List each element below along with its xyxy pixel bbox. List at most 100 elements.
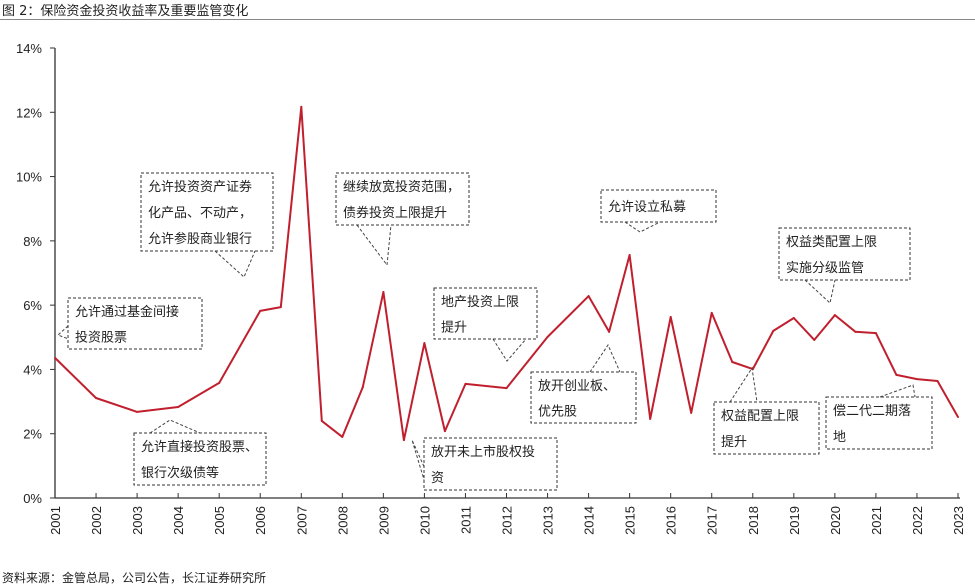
data-point bbox=[218, 381, 221, 384]
data-point bbox=[669, 316, 672, 319]
data-point bbox=[464, 382, 467, 385]
annotation-callout: 继续放宽投资范围， 债券投资上限提升 bbox=[335, 172, 470, 267]
x-tick-label: 2005 bbox=[212, 506, 227, 535]
figure-title: 图 2：保险资金投资收益率及重要监管变化 bbox=[2, 4, 249, 19]
data-point bbox=[54, 356, 56, 359]
x-tick-label: 2017 bbox=[705, 506, 720, 535]
annotation-callout: 放开创业板、优先股 bbox=[530, 343, 637, 424]
y-tick-label: 2% bbox=[23, 427, 42, 442]
annotation-text: 提升 bbox=[721, 434, 747, 450]
source-note: 资料来源：金管总局，公司公告，长江证券研究所 bbox=[2, 571, 267, 585]
data-point bbox=[505, 387, 508, 390]
x-tick-label: 2011 bbox=[458, 506, 473, 534]
annotation-text: 偿二代二期落 bbox=[833, 404, 911, 419]
annotation-pointer bbox=[356, 224, 392, 267]
annotation-text: 继续放宽投资范围， bbox=[343, 179, 460, 195]
annotation-text: 允许设立私募 bbox=[608, 199, 686, 215]
data-point bbox=[423, 342, 426, 345]
data-point bbox=[649, 417, 652, 420]
annotation-box bbox=[433, 287, 538, 340]
y-tick-label: 12% bbox=[16, 105, 42, 120]
data-point bbox=[443, 430, 446, 433]
data-point bbox=[895, 373, 898, 376]
annotation-pointer bbox=[492, 338, 527, 362]
data-point bbox=[259, 309, 262, 312]
annotation-text: 允许投资资产证券 bbox=[148, 179, 252, 195]
data-point bbox=[833, 314, 836, 317]
x-tick-label: 2013 bbox=[541, 506, 556, 535]
annotation-text: 债券投资上限提升 bbox=[343, 205, 447, 221]
annotation-text: 允许通过基金间接 bbox=[75, 304, 179, 320]
annotation-pointer bbox=[214, 250, 256, 278]
data-point bbox=[772, 329, 775, 332]
annotation-callout: 允许设立私募 bbox=[600, 189, 717, 233]
annotation-pointer bbox=[57, 325, 69, 340]
annotation-box bbox=[825, 396, 933, 450]
x-tick-label: 2022 bbox=[910, 506, 925, 535]
annotation-pointer bbox=[624, 221, 661, 233]
data-point bbox=[854, 330, 857, 333]
annotation-text: 银行次级债等 bbox=[141, 465, 219, 481]
annotation-text: 放开创业板、 bbox=[538, 379, 616, 394]
x-tick-label: 2018 bbox=[746, 506, 761, 535]
data-point bbox=[936, 380, 939, 382]
data-point bbox=[402, 439, 405, 442]
annotation-callout: 允许直接投资股票、银行次级债等 bbox=[133, 419, 267, 486]
y-tick-label: 4% bbox=[23, 362, 42, 377]
annotation-text: 地 bbox=[833, 430, 846, 445]
annotation-box bbox=[140, 172, 274, 252]
data-point bbox=[690, 411, 693, 414]
x-tick-label: 2023 bbox=[951, 506, 966, 535]
annotation-text: 化产品、不动产， bbox=[148, 206, 252, 221]
annotation-pointer bbox=[729, 366, 758, 403]
data-point bbox=[813, 338, 816, 341]
x-tick-label: 2019 bbox=[787, 506, 802, 535]
data-point bbox=[731, 361, 734, 364]
x-tick-label: 2009 bbox=[376, 506, 391, 535]
annotation-pointer bbox=[589, 343, 621, 373]
x-tick-label: 2021 bbox=[869, 506, 884, 535]
annotation-pointer bbox=[804, 279, 836, 304]
title-divider bbox=[0, 19, 975, 20]
y-tick-label: 14% bbox=[16, 41, 42, 56]
data-point bbox=[382, 290, 385, 293]
data-point bbox=[710, 311, 713, 314]
x-tick-label: 2015 bbox=[623, 506, 638, 535]
annotation-box bbox=[530, 371, 637, 424]
data-point bbox=[136, 410, 139, 413]
x-tick-label: 2007 bbox=[294, 506, 309, 535]
x-tick-label: 2016 bbox=[664, 506, 679, 535]
data-point bbox=[341, 435, 344, 438]
annotation-text: 投资股票 bbox=[75, 329, 127, 345]
data-point bbox=[792, 317, 795, 319]
data-point bbox=[320, 419, 323, 422]
x-tick-label: 2002 bbox=[89, 506, 104, 535]
annotation-text: 提升 bbox=[441, 319, 467, 335]
annotation-text: 实施分级监管 bbox=[786, 261, 864, 276]
x-tick-label: 2020 bbox=[828, 506, 843, 535]
annotation-text: 地产投资上限 bbox=[441, 294, 519, 310]
data-point bbox=[177, 406, 180, 409]
data-point bbox=[95, 397, 98, 400]
annotation-box bbox=[713, 401, 820, 455]
data-point bbox=[915, 378, 918, 381]
annotation-pointer bbox=[149, 419, 201, 434]
data-point bbox=[361, 386, 364, 389]
data-point bbox=[628, 254, 631, 256]
y-tick-label: 6% bbox=[23, 298, 42, 313]
x-tick-label: 2014 bbox=[582, 506, 597, 535]
data-point bbox=[546, 335, 549, 338]
x-tick-label: 2003 bbox=[130, 506, 145, 535]
annotation-box bbox=[778, 227, 911, 281]
annotation-text: 权益配置上限 bbox=[721, 408, 799, 424]
x-tick-label: 2004 bbox=[171, 506, 186, 535]
annotation-text: 放开未上市股权投 bbox=[431, 444, 535, 460]
data-point bbox=[874, 332, 877, 335]
annotation-pointer bbox=[411, 439, 425, 480]
x-tick-label: 2001 bbox=[48, 506, 63, 535]
